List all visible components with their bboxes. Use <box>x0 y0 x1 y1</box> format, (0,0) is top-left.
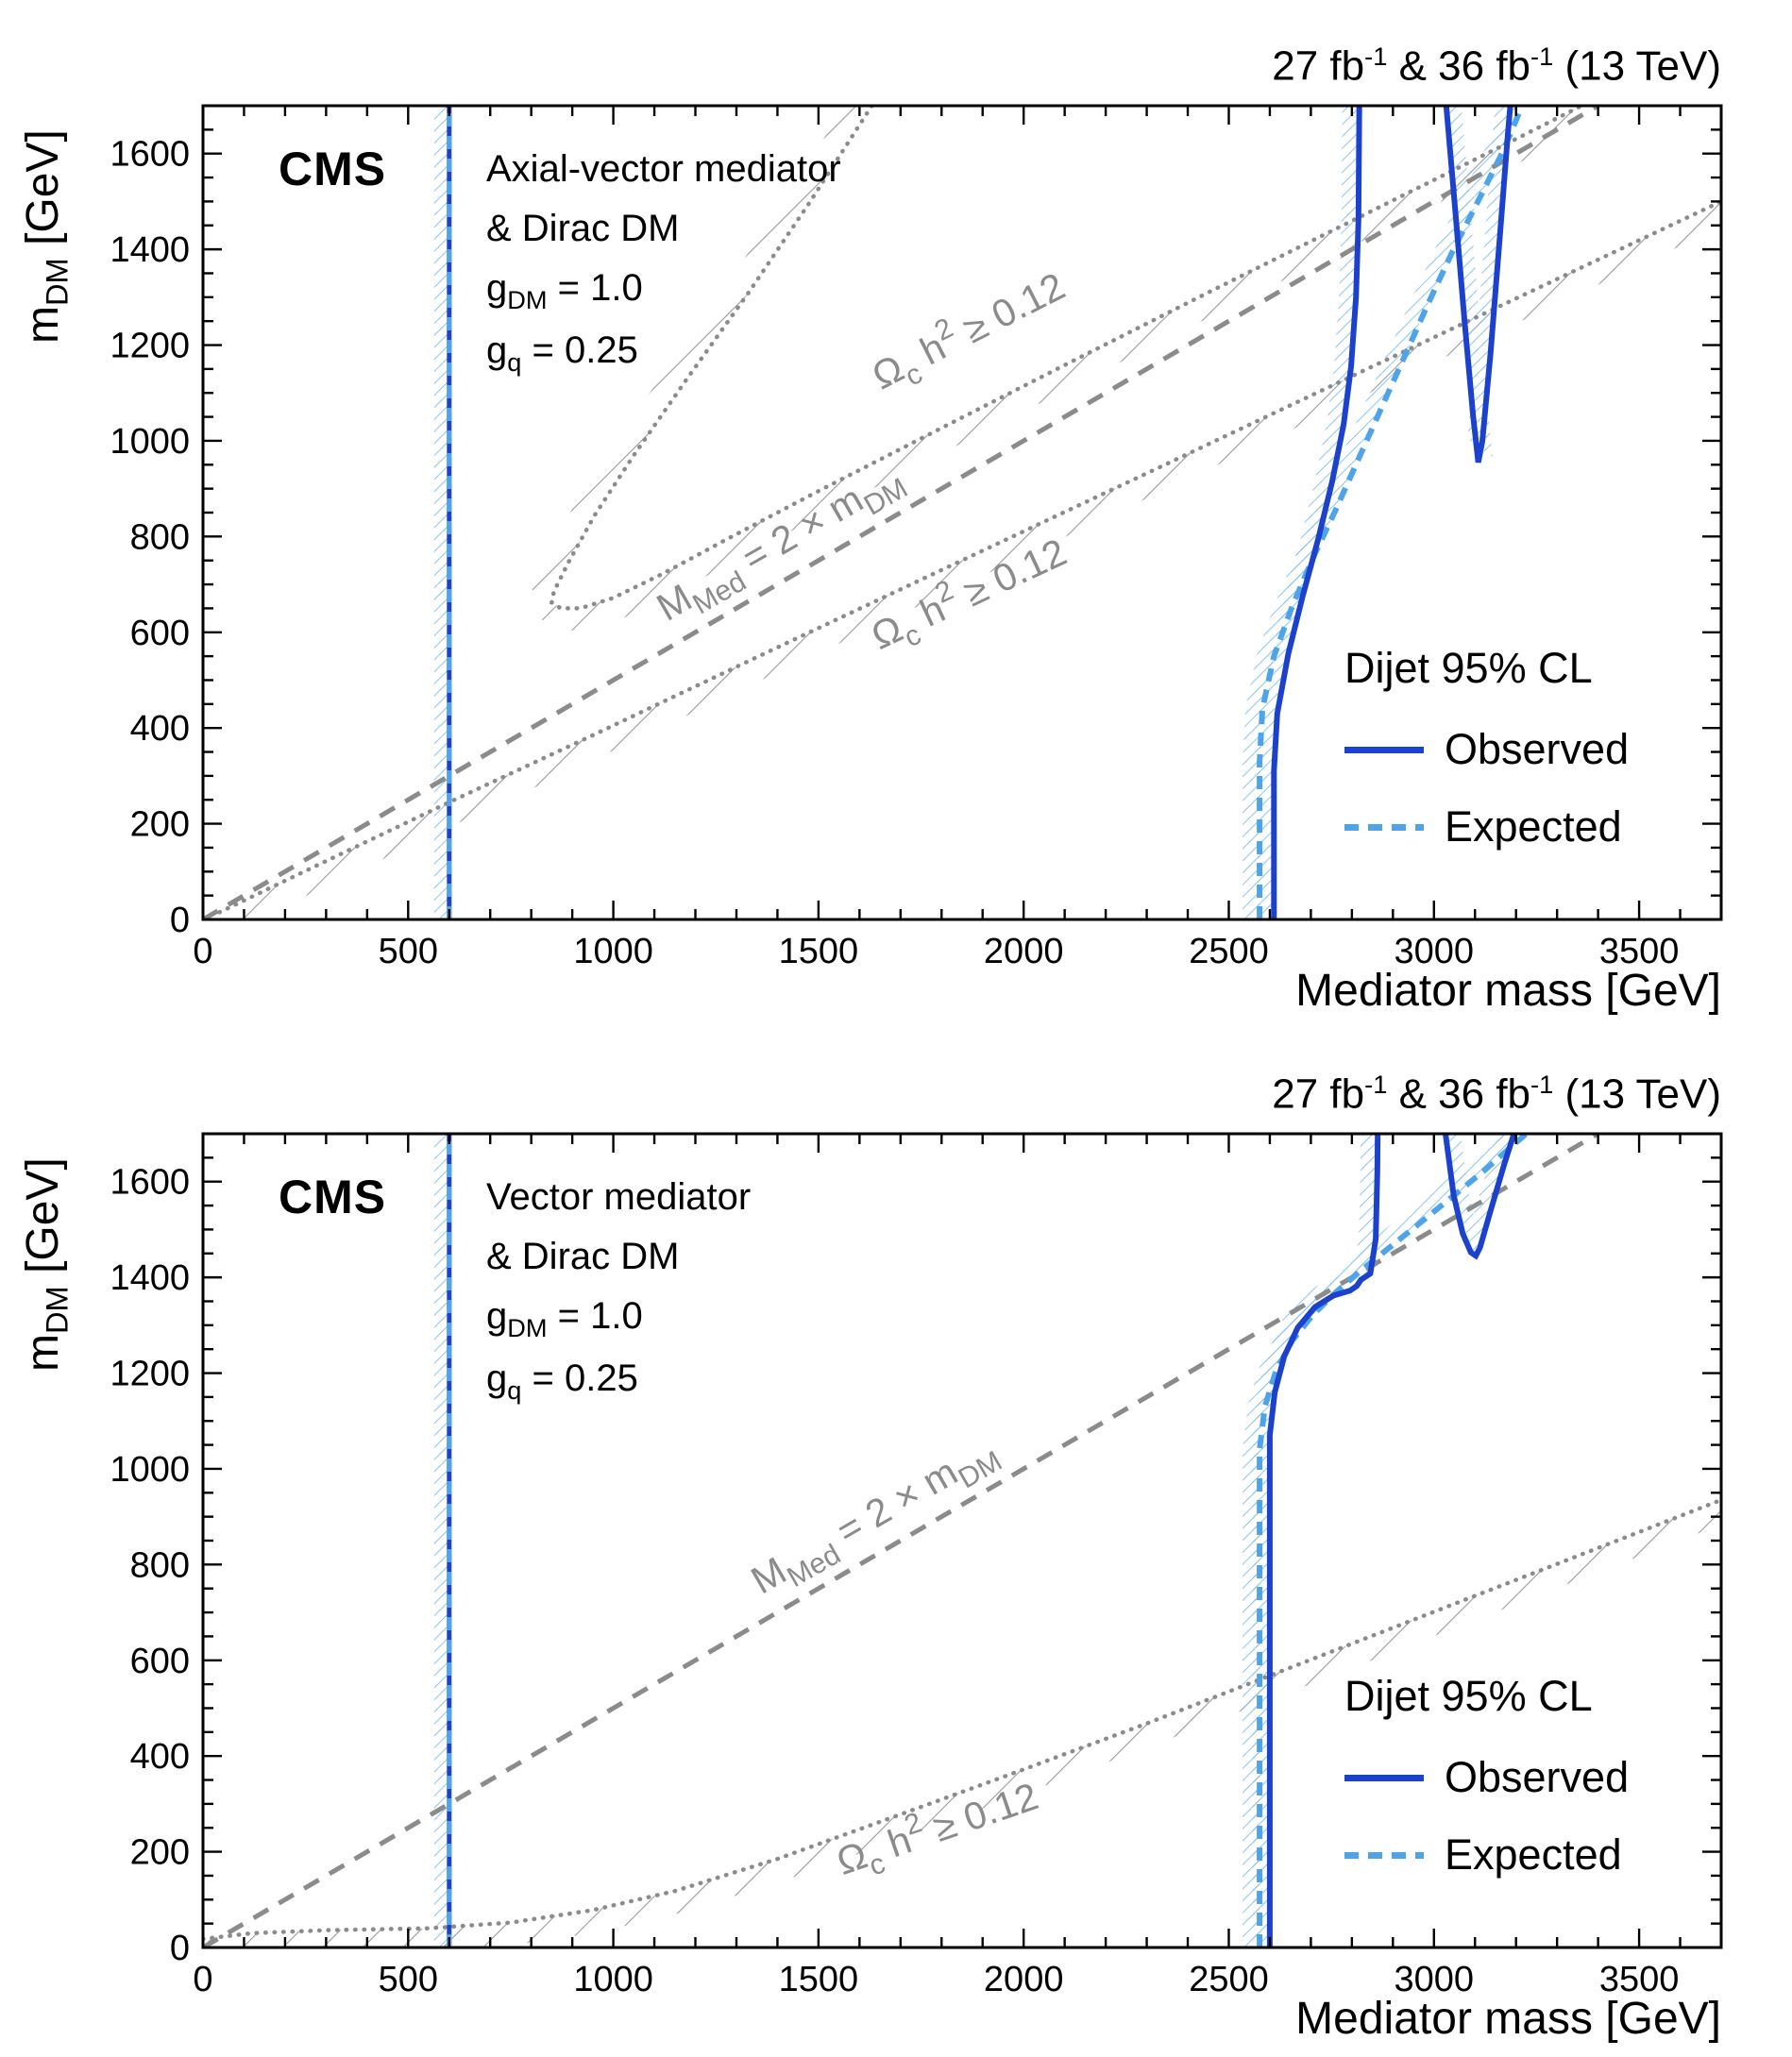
legend: Dijet 95% CL Observed Expected <box>1344 644 1629 851</box>
model-line-2: & Dirac DM <box>486 1236 680 1278</box>
model-line-2: & Dirac DM <box>486 208 680 250</box>
svg-text:2000: 2000 <box>984 932 1064 971</box>
svg-text:400: 400 <box>130 709 190 749</box>
hatch-band <box>1445 106 1511 463</box>
hatch-band <box>531 106 1593 631</box>
cms-label: CMS <box>279 1171 387 1223</box>
model-info-block: Vector mediator & Dirac DM gDM = 1.0 gq … <box>486 1168 751 1411</box>
svg-text:1500: 1500 <box>779 1960 859 1999</box>
svg-text:1200: 1200 <box>110 1355 190 1394</box>
svg-text:500: 500 <box>379 1960 438 1999</box>
svg-text:1500: 1500 <box>779 932 859 971</box>
y-axis-title: mDM [GeV] <box>18 1157 75 1372</box>
svg-text:0: 0 <box>170 901 190 940</box>
expected-label: Expected <box>1445 802 1622 851</box>
tick-labels: 0 500 1000 1500 2000 2500 3000 3500 0 200 400 600 80… <box>110 1163 1679 1999</box>
observed-limit <box>1271 106 1362 919</box>
observed-limit <box>1266 1134 1381 1947</box>
hatch-band <box>1257 106 1360 919</box>
gq-coupling-label: gq = 0.25 <box>486 329 638 378</box>
luminosity-label: 27 fb-1 & 36 fb-1 (13 TeV) <box>1272 1070 1721 1118</box>
legend-title: Dijet 95% CL <box>1344 1672 1593 1720</box>
svg-text:3000: 3000 <box>1395 932 1475 971</box>
hatch-band <box>1252 1134 1378 1947</box>
hatch-band <box>433 106 449 919</box>
model-info-block: Axial-vector mediator & Dirac DM gDM = 1… <box>486 140 841 383</box>
svg-text:500: 500 <box>379 932 438 971</box>
cms-label: CMS <box>279 143 387 195</box>
svg-text:1200: 1200 <box>110 327 190 366</box>
observed-line-swatch <box>1344 1774 1424 1781</box>
gdm-coupling-label: gDM = 1.0 <box>486 1295 643 1343</box>
svg-text:2500: 2500 <box>1189 1960 1269 1999</box>
expected-label: Expected <box>1445 1830 1622 1879</box>
svg-text:800: 800 <box>130 517 190 557</box>
luminosity-label: 27 fb-1 & 36 fb-1 (13 TeV) <box>1272 42 1721 90</box>
mmed-equals-2mdm-line <box>203 106 1599 919</box>
observed-label: Observed <box>1445 725 1630 773</box>
svg-text:600: 600 <box>130 1642 190 1681</box>
svg-text:200: 200 <box>130 1833 190 1873</box>
expected-limit <box>1257 106 1525 919</box>
axis-ticks <box>201 104 1723 921</box>
expected-line-swatch <box>1344 1851 1424 1859</box>
x-axis-title: Mediator mass [GeV] <box>1295 1994 1721 2044</box>
observed-label: Observed <box>1445 1753 1630 1801</box>
svg-text:3500: 3500 <box>1599 1960 1680 1999</box>
axis-ticks <box>201 1132 1723 1949</box>
svg-text:800: 800 <box>130 1545 190 1585</box>
x-axis-title: Mediator mass [GeV] <box>1295 966 1721 1016</box>
svg-text:400: 400 <box>130 1737 190 1777</box>
model-line-1: Axial-vector mediator <box>486 148 841 190</box>
model-line-1: Vector mediator <box>486 1176 752 1218</box>
observed-line-swatch <box>1344 746 1424 753</box>
svg-text:1400: 1400 <box>110 230 190 270</box>
svg-text:2000: 2000 <box>984 1960 1064 1999</box>
svg-text:1400: 1400 <box>110 1258 190 1298</box>
legend: Dijet 95% CL Observed Expected <box>1344 1672 1629 1880</box>
legend-row-expected: Expected <box>1344 802 1629 851</box>
legend-row-expected: Expected <box>1344 1830 1629 1880</box>
svg-text:3000: 3000 <box>1395 1960 1475 1999</box>
legend-row-observed: Observed <box>1344 725 1629 774</box>
hatch-band <box>433 1134 449 1947</box>
svg-text:1000: 1000 <box>110 422 190 462</box>
svg-text:1600: 1600 <box>110 135 190 175</box>
svg-text:0: 0 <box>193 932 212 971</box>
svg-text:0: 0 <box>193 1960 212 1999</box>
panel-axial-vector: Ωc h2 ≥ 0.12 MMed = 2 × mDM Ωc h2 ≥ 0.12 0 5… <box>0 0 1792 1028</box>
expected-limit <box>1257 1134 1529 1947</box>
gdm-coupling-label: gDM = 1.0 <box>486 267 643 315</box>
observed-limit-notch <box>1443 106 1513 464</box>
relic-density-contour-upper <box>549 106 1584 611</box>
svg-text:600: 600 <box>130 614 190 653</box>
svg-text:3500: 3500 <box>1599 932 1680 971</box>
relic-density-contour-lower <box>217 199 1721 915</box>
curve-label: MMed = 2 × mDM <box>744 1427 1007 1610</box>
mmed-equals-2mdm-line <box>203 1134 1599 1947</box>
legend-row-observed: Observed <box>1344 1753 1629 1802</box>
svg-text:0: 0 <box>170 1929 190 1968</box>
y-axis-title: mDM [GeV] <box>18 129 75 344</box>
expected-line-swatch <box>1344 823 1424 831</box>
svg-text:1000: 1000 <box>573 1960 653 1999</box>
legend-title: Dijet 95% CL <box>1344 644 1593 692</box>
svg-text:1600: 1600 <box>110 1163 190 1203</box>
svg-text:200: 200 <box>130 805 190 845</box>
tick-labels: 0 500 1000 1500 2000 2500 3000 3500 0 200 400 600 80… <box>110 135 1679 971</box>
svg-text:1000: 1000 <box>110 1450 190 1490</box>
svg-text:2500: 2500 <box>1189 932 1269 971</box>
svg-text:1000: 1000 <box>573 932 653 971</box>
observed-limit-notch <box>1443 1134 1517 1260</box>
panel-vector: MMed = 2 × mDM Ωc h2 ≥ 0.12 0 500 1000 1500 20… <box>0 1028 1792 2056</box>
gq-coupling-label: gq = 0.25 <box>486 1357 638 1406</box>
